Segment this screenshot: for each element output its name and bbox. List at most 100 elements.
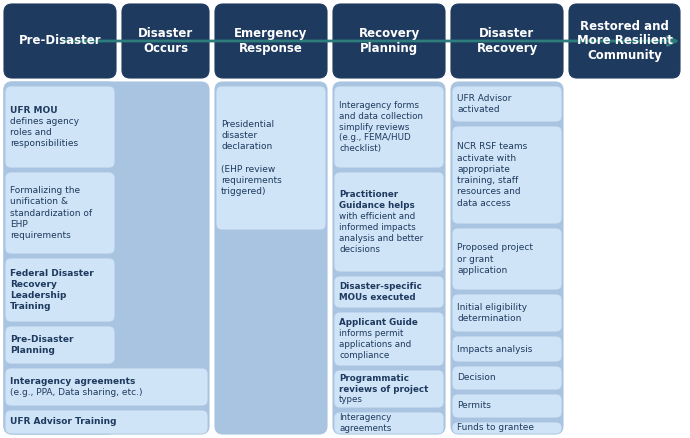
Text: checklist): checklist) — [339, 145, 381, 153]
FancyBboxPatch shape — [6, 327, 114, 363]
Text: Interagency forms: Interagency forms — [339, 101, 419, 110]
FancyBboxPatch shape — [333, 82, 445, 434]
FancyBboxPatch shape — [6, 173, 114, 253]
FancyBboxPatch shape — [6, 369, 207, 405]
FancyBboxPatch shape — [453, 337, 561, 361]
FancyBboxPatch shape — [215, 4, 327, 78]
Text: triggered): triggered) — [221, 187, 266, 196]
Text: resources and: resources and — [457, 187, 521, 196]
Text: Planning: Planning — [10, 346, 55, 355]
Text: UFR MOU: UFR MOU — [10, 106, 58, 115]
FancyBboxPatch shape — [6, 411, 207, 433]
Text: declaration: declaration — [221, 142, 273, 151]
Text: decisions: decisions — [339, 245, 380, 254]
Text: Recovery: Recovery — [10, 280, 57, 289]
Text: (e.g., FEMA/HUD: (e.g., FEMA/HUD — [339, 134, 411, 142]
Text: Decision: Decision — [457, 374, 495, 382]
Text: (EHP review: (EHP review — [221, 165, 275, 174]
Text: application: application — [457, 266, 507, 275]
Text: Applicant Guide: Applicant Guide — [339, 318, 417, 327]
FancyBboxPatch shape — [453, 423, 561, 433]
FancyBboxPatch shape — [4, 82, 116, 434]
Text: requirements: requirements — [10, 231, 71, 240]
FancyBboxPatch shape — [217, 87, 325, 229]
Text: EHP: EHP — [10, 220, 28, 229]
Text: UFR Advisor Training: UFR Advisor Training — [10, 417, 117, 427]
Text: Interagency agreements: Interagency agreements — [10, 377, 135, 386]
Text: MOUs executed: MOUs executed — [339, 293, 415, 302]
Text: UFR Advisor: UFR Advisor — [457, 94, 511, 103]
FancyBboxPatch shape — [335, 413, 443, 433]
Text: data access: data access — [457, 199, 511, 208]
Text: Funds to grantee: Funds to grantee — [457, 424, 534, 432]
FancyBboxPatch shape — [569, 4, 680, 78]
Text: types: types — [339, 396, 363, 404]
Text: defines agency: defines agency — [10, 117, 79, 126]
Text: informs permit: informs permit — [339, 329, 404, 338]
Text: roles and: roles and — [10, 128, 52, 137]
FancyBboxPatch shape — [453, 295, 561, 331]
Text: Federal Disaster: Federal Disaster — [10, 268, 94, 278]
Text: compliance: compliance — [339, 351, 389, 360]
Text: Emergency
Response: Emergency Response — [235, 27, 308, 55]
Text: Disaster-specific: Disaster-specific — [339, 282, 422, 291]
Text: NCR RSF teams: NCR RSF teams — [457, 142, 527, 151]
Text: and data collection: and data collection — [339, 112, 423, 120]
Text: Disaster
Recovery: Disaster Recovery — [476, 27, 538, 55]
Text: activated: activated — [457, 105, 500, 114]
Text: Programmatic: Programmatic — [339, 374, 409, 382]
Text: with efficient and: with efficient and — [339, 212, 415, 221]
Text: Practitioner: Practitioner — [339, 190, 398, 199]
FancyBboxPatch shape — [453, 87, 561, 121]
Text: Pre-Disaster: Pre-Disaster — [10, 335, 74, 344]
FancyBboxPatch shape — [335, 313, 443, 365]
FancyBboxPatch shape — [453, 395, 561, 417]
Text: Restored and
More Resilient
Community: Restored and More Resilient Community — [577, 20, 673, 63]
Text: Interagency: Interagency — [339, 413, 391, 422]
Text: Initial eligibility: Initial eligibility — [457, 303, 527, 312]
FancyBboxPatch shape — [453, 127, 561, 223]
Text: applications and: applications and — [339, 340, 411, 349]
Text: training, staff: training, staff — [457, 176, 518, 185]
Text: (e.g., PPA, Data sharing, etc.): (e.g., PPA, Data sharing, etc.) — [10, 388, 143, 397]
Text: unification &: unification & — [10, 197, 68, 206]
Text: analysis and better: analysis and better — [339, 234, 423, 243]
Text: Recovery
Planning: Recovery Planning — [358, 27, 420, 55]
Text: responsibilities: responsibilities — [10, 139, 78, 148]
FancyBboxPatch shape — [122, 4, 209, 78]
Text: Training: Training — [10, 302, 52, 311]
Text: Disaster
Occurs: Disaster Occurs — [138, 27, 193, 55]
FancyBboxPatch shape — [335, 173, 443, 271]
Text: simplify reviews: simplify reviews — [339, 123, 409, 131]
FancyBboxPatch shape — [451, 4, 563, 78]
Text: standardization of: standardization of — [10, 208, 92, 218]
FancyBboxPatch shape — [4, 82, 209, 434]
FancyBboxPatch shape — [335, 371, 443, 407]
Text: determination: determination — [457, 314, 522, 323]
FancyBboxPatch shape — [215, 82, 327, 434]
Text: activate with: activate with — [457, 154, 516, 162]
Text: Formalizing the: Formalizing the — [10, 186, 80, 195]
FancyBboxPatch shape — [453, 367, 561, 389]
Text: reviews of project: reviews of project — [339, 385, 428, 393]
FancyBboxPatch shape — [451, 82, 563, 434]
Text: Leadership: Leadership — [10, 291, 66, 300]
FancyBboxPatch shape — [335, 277, 443, 307]
FancyBboxPatch shape — [6, 259, 114, 321]
Text: Permits: Permits — [457, 402, 491, 410]
FancyBboxPatch shape — [335, 87, 443, 167]
Text: informed impacts: informed impacts — [339, 223, 416, 232]
Text: Impacts analysis: Impacts analysis — [457, 345, 533, 353]
FancyBboxPatch shape — [4, 4, 116, 78]
FancyBboxPatch shape — [333, 4, 445, 78]
Text: Guidance helps: Guidance helps — [339, 201, 415, 210]
Text: Proposed project: Proposed project — [457, 243, 533, 252]
Text: agreements: agreements — [339, 424, 391, 433]
Text: disaster: disaster — [221, 131, 257, 140]
FancyBboxPatch shape — [6, 87, 114, 167]
Text: or grant: or grant — [457, 254, 493, 264]
FancyBboxPatch shape — [453, 229, 561, 289]
Text: requirements: requirements — [221, 176, 282, 185]
Text: Presidential: Presidential — [221, 120, 274, 129]
Text: Pre-Disaster: Pre-Disaster — [19, 35, 101, 47]
